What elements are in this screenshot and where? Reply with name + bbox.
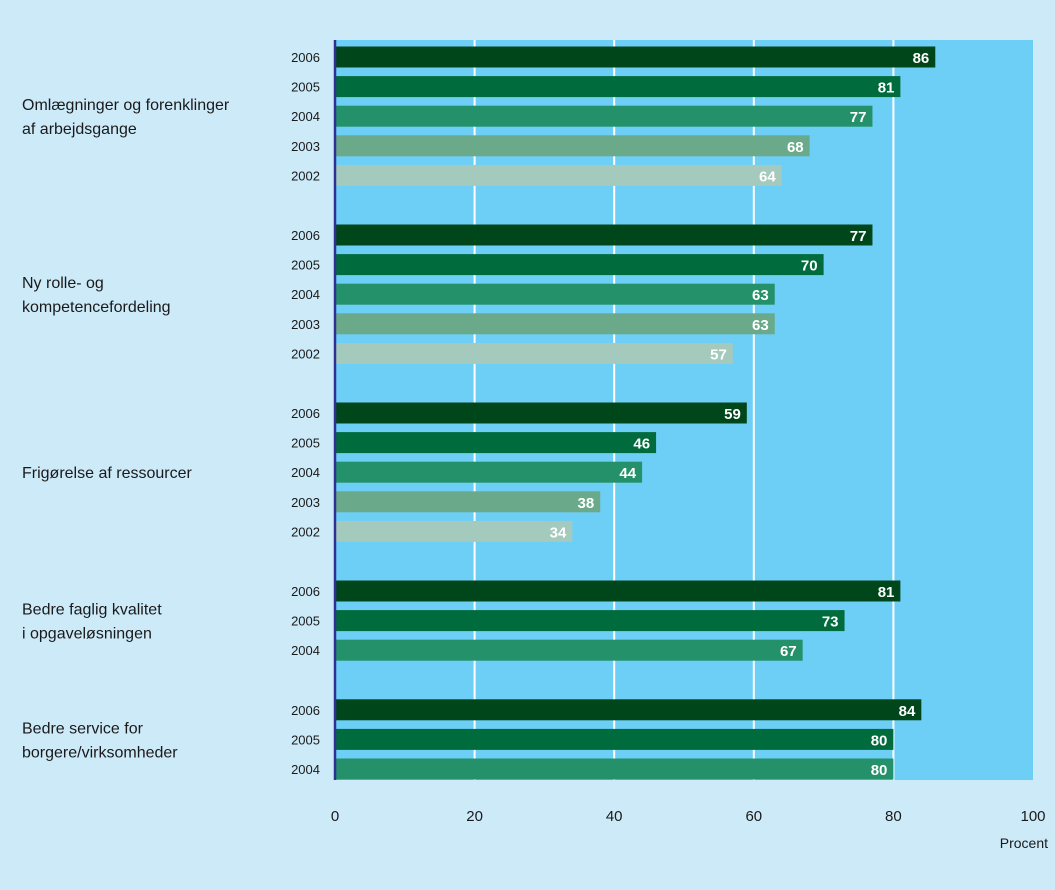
category-label: i opgaveløsningen [22,626,152,643]
x-tick-label: 60 [745,808,762,825]
data-label: 44 [619,465,636,482]
category-label: Bedre service for [22,720,144,737]
year-label: 2005 [291,80,320,95]
bar-group: 2006 59 2005 46 2004 44 2003 38 2002 34 Frigørelse… [22,402,747,542]
bar [335,728,894,750]
bar [335,342,733,364]
category-label: Omlægninger og forenklinger [22,97,230,114]
category-label: borgere/virksomheder [22,744,178,761]
bar [335,283,775,305]
bar [335,432,657,454]
bar [335,46,936,68]
bar [335,254,824,276]
bar [335,610,845,632]
data-label: 59 [724,406,741,423]
year-label: 2006 [291,703,320,718]
data-label: 77 [850,109,867,126]
year-label: 2003 [291,139,320,154]
category-label: Bedre faglig kvalitet [22,602,162,619]
data-label: 34 [550,524,567,541]
bar [335,135,810,157]
year-label: 2004 [291,109,320,124]
data-label: 86 [913,50,930,67]
bar [335,164,782,186]
category-label: af arbejdsgange [22,121,137,138]
bar [335,313,775,335]
data-label: 81 [878,80,895,97]
data-label: 38 [578,495,595,512]
bar [335,402,747,424]
data-label: 77 [850,228,867,245]
bar [335,224,873,246]
bar-group: 2006 86 2005 81 2004 77 2003 68 2002 64 Omlægninge… [22,46,936,186]
year-label: 2002 [291,168,320,183]
data-label: 81 [878,584,895,601]
data-label: 68 [787,139,804,156]
data-label: 70 [801,258,818,275]
bar [335,639,803,661]
data-label: 64 [759,168,776,185]
year-label: 2006 [291,584,320,599]
year-label: 2002 [291,524,320,539]
bar [335,76,901,98]
year-label: 2004 [291,643,320,658]
x-tick-label: 80 [885,808,902,825]
year-label: 2004 [291,762,320,777]
data-label: 84 [899,703,916,720]
year-label: 2005 [291,258,320,273]
year-label: 2002 [291,346,320,361]
bar [335,461,643,483]
x-axis-ticks: 0 20 40 60 80 100 [331,808,1046,825]
bar [335,699,922,721]
year-label: 2006 [291,50,320,65]
bar [335,491,601,513]
bars: 2006 86 2005 81 2004 77 2003 68 2002 64 Omlægninge… [22,46,936,780]
year-label: 2005 [291,436,320,451]
data-label: 63 [752,317,769,334]
data-label: 73 [822,614,839,631]
year-label: 2006 [291,228,320,243]
year-label: 2004 [291,465,320,480]
bar [335,520,573,542]
bar-group: 2006 77 2005 70 2004 63 2003 63 2002 57 Ny rolle- … [22,224,873,364]
data-label: 46 [633,436,650,453]
data-label: 63 [752,287,769,304]
year-label: 2005 [291,732,320,747]
category-label: Ny rolle- og [22,275,104,292]
x-axis-label: Procent [1000,835,1048,851]
x-tick-label: 20 [466,808,483,825]
bar [335,105,873,127]
x-tick-label: 0 [331,808,339,825]
bar-group: 2006 81 2005 73 2004 67 Bedre faglig kvalitet i… [22,580,901,661]
year-label: 2003 [291,317,320,332]
category-label: kompetencefordeling [22,299,171,316]
bar [335,758,894,780]
year-label: 2004 [291,287,320,302]
year-label: 2005 [291,614,320,629]
data-label: 80 [871,762,888,779]
x-tick-label: 100 [1020,808,1045,825]
bar-group: 2006 84 2005 80 2004 80 Bedre service for borge… [22,699,922,780]
bar [335,580,901,602]
x-tick-label: 40 [606,808,623,825]
data-label: 67 [780,643,797,660]
year-label: 2003 [291,495,320,510]
category-label: Frigørelse af ressourcer [22,465,192,482]
data-label: 80 [871,732,888,749]
year-label: 2006 [291,406,320,421]
data-label: 57 [710,346,727,363]
